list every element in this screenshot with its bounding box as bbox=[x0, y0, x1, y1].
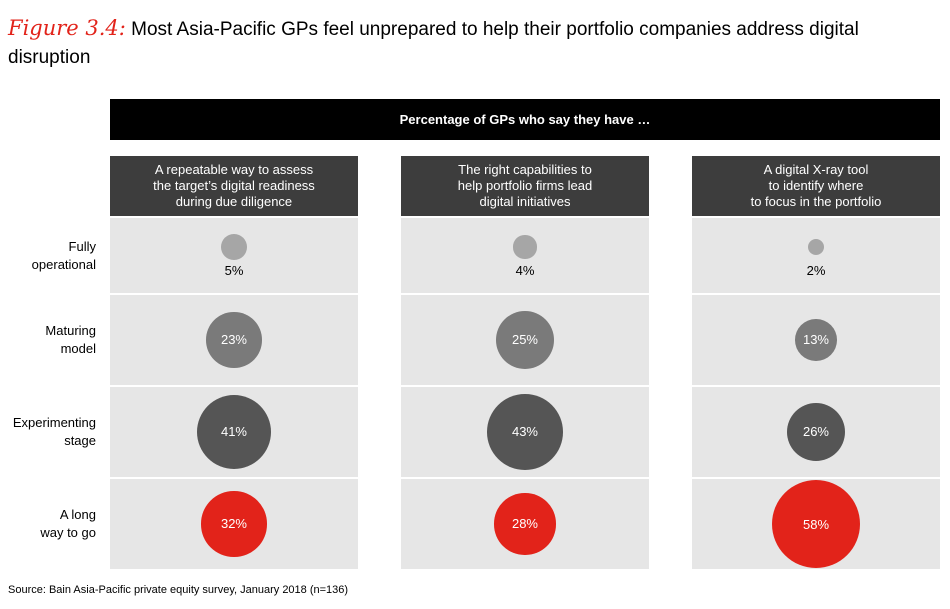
data-bubble: 32% bbox=[201, 491, 267, 557]
data-bubble: 28% bbox=[494, 493, 556, 555]
matrix-cell bbox=[692, 218, 940, 293]
column-header-line: during due diligence bbox=[175, 194, 293, 209]
column-header-line: The right capabilities to bbox=[458, 162, 592, 177]
column-header-line: the target’s digital readiness bbox=[153, 178, 315, 193]
row-label: Maturing model bbox=[45, 295, 96, 385]
data-label: 41% bbox=[220, 424, 247, 440]
header-text: Percentage of GPs who say they have … bbox=[399, 112, 651, 127]
column-header: A digital X-ray tool to identify where to … bbox=[692, 156, 940, 216]
data-bubble: 58% bbox=[772, 480, 860, 568]
column-header-line: help portfolio firms lead bbox=[457, 178, 593, 193]
data-label: 25% bbox=[511, 332, 538, 348]
data-label: 13% bbox=[802, 332, 829, 348]
data-label: 32% bbox=[220, 516, 247, 532]
column-header: The right capabilities to help portfolio … bbox=[401, 156, 649, 216]
row-label: A long way to go bbox=[40, 479, 96, 569]
column-header-line: A digital X-ray tool bbox=[763, 162, 869, 177]
data-label: 28% bbox=[511, 516, 538, 532]
row-label-line: operational bbox=[31, 256, 96, 272]
row-label: Fully operational bbox=[32, 218, 96, 293]
data-label: 5% bbox=[224, 263, 244, 278]
data-bubble: 25% bbox=[496, 311, 554, 369]
figure-label: Figure 3.4: bbox=[8, 16, 126, 40]
data-bubble: 26% bbox=[786, 402, 846, 462]
data-bubble bbox=[221, 234, 247, 260]
data-label: 43% bbox=[511, 424, 538, 440]
data-bubble bbox=[807, 238, 825, 256]
data-bubble bbox=[513, 235, 537, 259]
data-label: 23% bbox=[220, 332, 247, 348]
column-header-line: to identify where bbox=[768, 178, 864, 193]
row-label-line: Experimenting bbox=[12, 415, 96, 430]
source-note: Source: Bain Asia-Pacific private equity… bbox=[8, 584, 349, 596]
column-header: A repeatable way to assess the target’s d… bbox=[110, 156, 358, 216]
row-label-line: way to go bbox=[40, 525, 96, 540]
data-label: 26% bbox=[802, 424, 829, 440]
column-header-line: to focus in the portfolio bbox=[750, 194, 882, 209]
column-header-line: A repeatable way to assess bbox=[154, 162, 314, 177]
data-label: 58% bbox=[802, 516, 830, 532]
title-text: Most Asia-Pacific GPs feel unprepared to… bbox=[8, 19, 859, 68]
data-bubble: 43% bbox=[487, 394, 563, 470]
column-header-line: digital initiatives bbox=[479, 194, 571, 209]
row-label-line: model bbox=[60, 341, 96, 356]
row-label: Experimenting stage bbox=[13, 387, 96, 477]
data-label: 2% bbox=[806, 263, 826, 278]
row-label-line: stage bbox=[64, 433, 96, 448]
row-label-line: A long bbox=[59, 507, 96, 522]
row-label-line: Maturing bbox=[45, 323, 96, 338]
data-label: 4% bbox=[515, 263, 535, 278]
data-bubble: 41% bbox=[197, 395, 271, 469]
chart-title: Figure 3.4: Most Asia-Pacific GPs feel u… bbox=[8, 14, 943, 72]
data-bubble: 23% bbox=[206, 312, 262, 368]
header-bar: Percentage of GPs who say they have … bbox=[110, 99, 940, 140]
data-bubble: 13% bbox=[795, 319, 837, 361]
row-label-line: Fully bbox=[68, 238, 96, 254]
